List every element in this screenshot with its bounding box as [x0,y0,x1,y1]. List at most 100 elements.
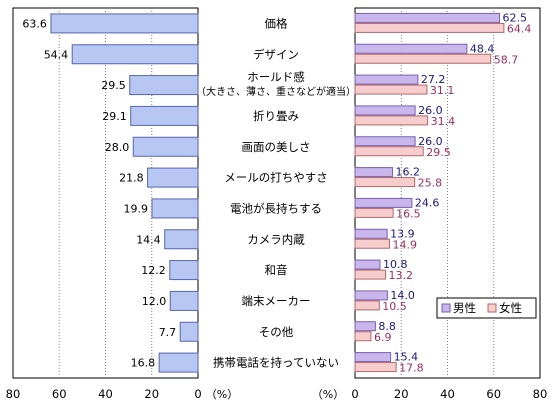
left-bar [71,44,199,65]
left-bar [151,198,199,219]
female-bar [354,331,372,342]
male-bar [354,259,381,270]
left-data-label: 28.0 [105,141,130,154]
female-bar [354,300,380,311]
category-label: カメラ内蔵 [247,232,305,246]
left-data-label: 16.8 [131,357,156,370]
male-data-label: 62.5 [503,11,528,24]
female-data-label: 13.2 [389,269,414,282]
left-data-label: 12.0 [142,295,167,308]
female-data-label: 17.8 [399,362,424,375]
female-data-label: 64.4 [507,22,532,35]
category-label: 折り畳み [253,109,299,123]
male-bar [354,321,376,332]
category-label: 画面の美しさ [242,140,311,154]
female-data-label: 25.8 [418,177,443,190]
male-bar [354,197,413,208]
female-data-label: 58.7 [494,53,519,66]
male-bar [354,74,419,85]
left-data-label: 14.4 [136,233,161,246]
category-label: デザイン [253,47,299,61]
female-data-label: 10.5 [382,300,407,313]
category-label: 端末メーカー [242,294,311,308]
male-data-label: 8.8 [378,320,396,333]
right-x-tick-label: 80 [533,387,548,401]
male-bar [354,12,501,23]
female-bar [354,207,394,218]
legend-swatch-male [441,303,451,313]
right-x-tick-label: 0 [351,387,358,401]
left-bar [179,321,199,342]
female-bar [354,115,429,126]
left-bar [147,167,199,188]
left-x-tick-label: 0 [194,387,201,401]
male-bar [354,136,416,147]
male-data-label: 10.8 [383,258,408,271]
male-data-label: 13.9 [390,227,415,240]
male-data-label: 15.4 [394,351,419,364]
left-data-label: 7.7 [159,326,177,339]
left-x-tick-label: 80 [6,387,21,401]
category-label: 和音 [265,263,288,277]
legend-label-female: 女性 [499,301,522,315]
category-label: その他 [259,325,294,339]
left-x-tick-label: 40 [98,387,113,401]
female-bar [354,53,492,64]
left-bar [169,260,199,281]
female-bar [354,269,387,280]
female-data-label: 6.9 [374,331,392,344]
left-bar [169,290,199,311]
male-data-label: 14.0 [390,289,415,302]
female-bar [354,238,390,249]
male-bar [354,290,388,301]
right-x-tick-label: 60 [486,387,501,401]
left-plot-area [12,7,199,379]
right-unit-label: （%） [312,388,344,401]
female-data-label: 29.5 [426,146,451,159]
left-data-label: 21.8 [119,172,144,185]
left-x-tick-label: 20 [144,387,159,401]
legend-swatch-female [487,303,497,313]
male-data-label: 24.6 [415,196,440,209]
female-bar [354,146,424,157]
left-data-label: 19.9 [123,202,148,215]
left-bar [132,136,199,157]
category-label-sub: （大きさ、薄さ、重さなどが適当） [196,85,356,98]
male-data-label: 16.2 [395,166,420,179]
right-x-tick-label: 20 [394,387,409,401]
female-data-label: 14.9 [392,238,417,251]
male-bar [354,228,388,239]
female-data-label: 31.4 [431,115,456,128]
female-data-label: 16.5 [396,207,421,220]
left-bar [50,13,199,34]
male-bar [354,352,392,363]
left-unit-label: （%） [206,388,238,401]
left-data-label: 63.6 [22,17,47,30]
female-data-label: 31.1 [430,84,455,97]
left-bar [164,229,199,250]
left-data-label: 12.2 [141,264,166,277]
male-bar [354,43,468,54]
category-label: 携帯電話を持っていない [213,356,339,370]
right-x-tick-label: 40 [440,387,455,401]
male-data-label: 26.0 [418,135,443,148]
category-label: メールの打ちやすさ [224,171,328,185]
category-label: 価格 [265,16,288,30]
female-bar [354,84,428,95]
male-bar [354,167,393,178]
left-data-label: 54.4 [44,48,69,61]
left-bar [129,75,199,96]
male-data-label: 27.2 [421,73,446,86]
category-label: 電池が長持ちする [230,201,322,215]
legend-label-male: 男性 [453,301,476,315]
female-bar [354,177,416,188]
left-data-label: 29.1 [102,110,127,123]
legend-box [436,297,537,319]
left-bar [130,105,199,126]
left-bar [158,352,199,373]
category-label: ホールド感 [247,70,305,84]
male-data-label: 26.0 [418,104,443,117]
female-bar [354,362,397,373]
